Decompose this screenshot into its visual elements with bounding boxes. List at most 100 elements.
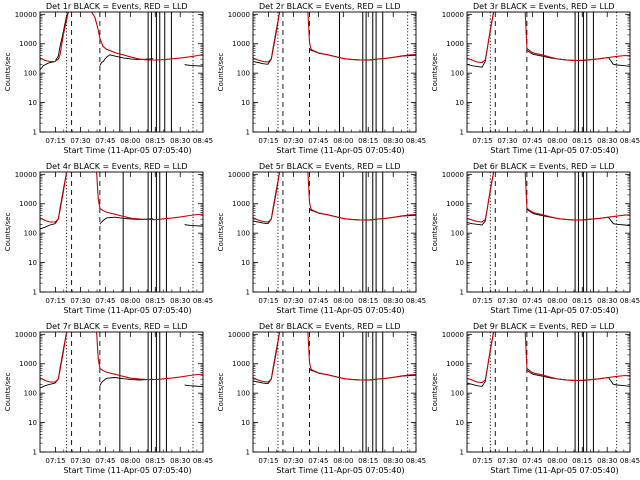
- y-tick-label: 100: [451, 230, 464, 238]
- panel-title: Det 1r BLACK = Events, RED = LLD: [46, 2, 188, 11]
- x-axis-label: Start Time (11-Apr-05 07:05:40): [276, 466, 404, 475]
- x-tick-label: 08:45: [620, 137, 640, 145]
- y-tick-label: 1: [33, 289, 37, 297]
- x-tick-label: 07:30: [497, 297, 517, 305]
- lld-rate-line: [40, 172, 203, 223]
- x-tick-label: 07:45: [308, 457, 328, 465]
- x-axis-label: Start Time (11-Apr-05 07:05:40): [63, 306, 191, 315]
- y-tick-label: 10000: [228, 331, 250, 339]
- panel-det-1: Det 1r BLACK = Events, RED = LLD Counts/s…: [4, 2, 213, 155]
- lld-rate-line: [253, 12, 416, 63]
- x-axis-label: Start Time (11-Apr-05 07:05:40): [63, 466, 191, 475]
- x-tick-label: 07:45: [95, 297, 115, 305]
- x-tick-label: 07:30: [283, 457, 303, 465]
- x-tick-label: 08:30: [597, 457, 617, 465]
- y-tick-label: 1: [246, 129, 250, 137]
- x-tick-label: 08:45: [406, 137, 426, 145]
- y-axis-label: Counts/sec: [4, 53, 12, 92]
- plot-area: [467, 172, 630, 292]
- x-tick-label: 07:30: [283, 297, 303, 305]
- panel-title: Det 9r BLACK = Events, RED = LLD: [473, 322, 615, 331]
- x-tick-label: 08:30: [597, 137, 617, 145]
- x-tick-label: 07:15: [258, 137, 278, 145]
- y-axis-label: Counts/sec: [431, 373, 439, 412]
- y-tick-label: 100: [237, 70, 250, 78]
- plot-area: [253, 332, 416, 452]
- x-tick-label: 08:30: [597, 297, 617, 305]
- plot-frame: [252, 331, 417, 453]
- plot-area: [40, 332, 203, 452]
- y-tick-label: 1000: [232, 360, 250, 368]
- y-axis-label: Counts/sec: [431, 213, 439, 252]
- y-tick-label: 1000: [446, 40, 464, 48]
- x-tick-label: 08:15: [572, 457, 592, 465]
- y-tick-label: 1000: [19, 360, 37, 368]
- y-tick-label: 1: [246, 289, 250, 297]
- y-tick-label: 1000: [232, 40, 250, 48]
- events-rate-line: [184, 223, 203, 227]
- x-tick-label: 08:30: [383, 457, 403, 465]
- x-tick-label: 07:15: [45, 297, 65, 305]
- panel-title: Det 5r BLACK = Events, RED = LLD: [259, 162, 401, 171]
- y-tick-label: 10000: [15, 331, 37, 339]
- x-axis-label: Start Time (11-Apr-05 07:05:40): [276, 146, 404, 155]
- x-tick-label: 08:15: [358, 297, 378, 305]
- y-axis-label: Counts/sec: [217, 213, 225, 252]
- x-tick-label: 08:30: [383, 297, 403, 305]
- lld-rate-line: [253, 172, 416, 223]
- x-tick-label: 08:00: [333, 457, 353, 465]
- x-tick-label: 07:45: [308, 297, 328, 305]
- x-tick-label: 08:15: [145, 137, 165, 145]
- x-tick-label: 08:45: [193, 297, 213, 305]
- y-tick-label: 1000: [446, 360, 464, 368]
- plot-area: [467, 332, 630, 452]
- x-tick-label: 08:45: [620, 457, 640, 465]
- x-tick-label: 07:45: [522, 137, 542, 145]
- y-tick-label: 10000: [15, 171, 37, 179]
- lld-rate-line: [253, 332, 416, 383]
- x-tick-label: 07:30: [497, 457, 517, 465]
- y-tick-label: 1000: [232, 200, 250, 208]
- y-tick-label: 10000: [228, 11, 250, 19]
- panel-title: Det 3r BLACK = Events, RED = LLD: [473, 2, 615, 11]
- y-axis-label: Counts/sec: [4, 373, 12, 412]
- x-tick-label: 07:15: [258, 297, 278, 305]
- x-tick-label: 07:15: [258, 457, 278, 465]
- plot-frame: [466, 11, 631, 133]
- plot-area: [253, 172, 416, 292]
- x-axis-label: Start Time (11-Apr-05 07:05:40): [490, 306, 618, 315]
- plot-frame: [466, 171, 631, 293]
- lld-rate-line: [40, 12, 203, 63]
- y-axis-label: Counts/sec: [4, 213, 12, 252]
- panel-det-2: Det 2r BLACK = Events, RED = LLD Counts/s…: [217, 2, 426, 155]
- panel-det-6: Det 6r BLACK = Events, RED = LLD Counts/s…: [431, 162, 640, 315]
- x-tick-label: 08:30: [170, 137, 190, 145]
- panel-title: Det 4r BLACK = Events, RED = LLD: [46, 162, 188, 171]
- x-tick-label: 07:15: [472, 297, 492, 305]
- plot-frame: [39, 11, 204, 133]
- x-tick-label: 07:45: [308, 137, 328, 145]
- y-tick-label: 10000: [442, 11, 464, 19]
- events-rate-line: [99, 216, 154, 225]
- panel-title: Det 7r BLACK = Events, RED = LLD: [46, 322, 188, 331]
- lld-rate-line: [467, 12, 630, 64]
- panel-det-3: Det 3r BLACK = Events, RED = LLD Counts/s…: [431, 2, 640, 155]
- x-tick-label: 07:30: [497, 137, 517, 145]
- events-rate-line: [467, 172, 495, 226]
- y-tick-label: 100: [24, 230, 37, 238]
- y-tick-label: 1: [33, 129, 37, 137]
- plot-frame: [466, 331, 631, 453]
- plot-frame: [252, 171, 417, 293]
- x-tick-label: 07:15: [472, 457, 492, 465]
- events-rate-line: [40, 12, 69, 71]
- panel-det-8: Det 8r BLACK = Events, RED = LLD Counts/s…: [217, 322, 426, 475]
- y-tick-label: 1: [33, 449, 37, 457]
- plot-frame: [39, 331, 204, 453]
- x-tick-label: 08:15: [572, 297, 592, 305]
- y-tick-label: 1: [460, 449, 464, 457]
- y-axis-label: Counts/sec: [217, 53, 225, 92]
- x-tick-label: 08:30: [383, 137, 403, 145]
- panel-det-9: Det 9r BLACK = Events, RED = LLD Counts/s…: [431, 322, 640, 475]
- x-tick-label: 08:00: [333, 137, 353, 145]
